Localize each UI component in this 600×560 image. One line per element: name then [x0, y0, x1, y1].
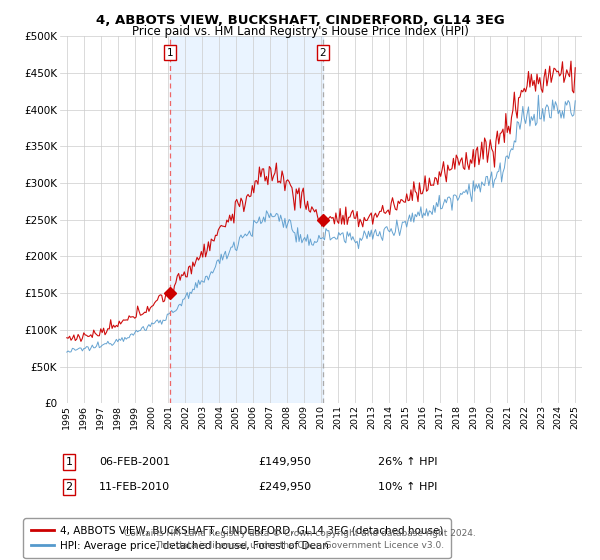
Text: 4, ABBOTS VIEW, BUCKSHAFT, CINDERFORD, GL14 3EG: 4, ABBOTS VIEW, BUCKSHAFT, CINDERFORD, G…	[95, 14, 505, 27]
Text: 1: 1	[167, 48, 173, 58]
Text: Price paid vs. HM Land Registry's House Price Index (HPI): Price paid vs. HM Land Registry's House …	[131, 25, 469, 38]
Text: £149,950: £149,950	[258, 457, 311, 467]
Legend: 4, ABBOTS VIEW, BUCKSHAFT, CINDERFORD, GL14 3EG (detached house), HPI: Average p: 4, ABBOTS VIEW, BUCKSHAFT, CINDERFORD, G…	[23, 519, 451, 558]
Text: £249,950: £249,950	[258, 482, 311, 492]
Text: Contains HM Land Registry data © Crown copyright and database right 2024.
This d: Contains HM Land Registry data © Crown c…	[124, 529, 476, 550]
Text: 06-FEB-2001: 06-FEB-2001	[99, 457, 170, 467]
Text: 11-FEB-2010: 11-FEB-2010	[99, 482, 170, 492]
Text: 1: 1	[65, 457, 73, 467]
Text: 26% ↑ HPI: 26% ↑ HPI	[378, 457, 437, 467]
Bar	[170, 36, 323, 403]
Text: 10% ↑ HPI: 10% ↑ HPI	[378, 482, 437, 492]
Text: 2: 2	[65, 482, 73, 492]
Text: 2: 2	[319, 48, 326, 58]
